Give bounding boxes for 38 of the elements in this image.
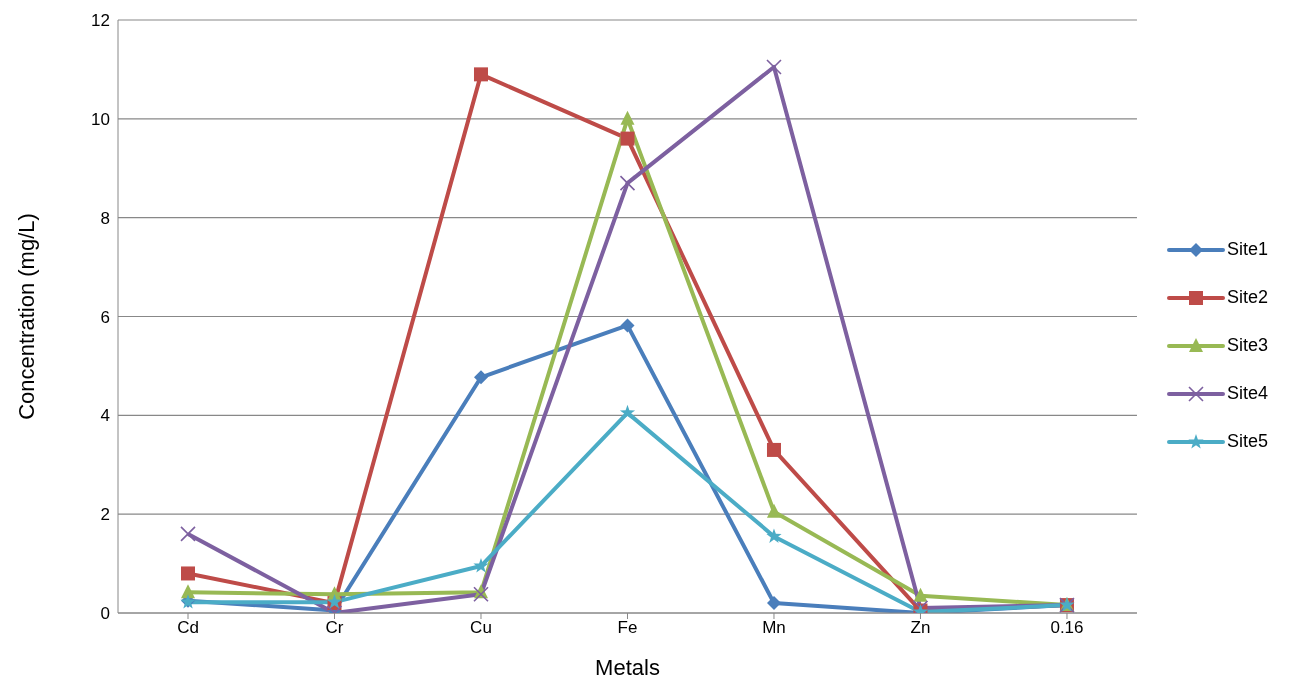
legend-label: Site5 [1226, 431, 1268, 452]
y-tick-label: 12 [91, 11, 110, 31]
point [620, 131, 635, 146]
point [180, 526, 196, 542]
point [473, 558, 489, 573]
y-tick-label: 8 [100, 208, 110, 228]
x-tick-label: Zn [910, 618, 931, 638]
x-tick-label: 0.16 [1050, 618, 1084, 638]
point [620, 110, 635, 125]
legend-label: Site3 [1226, 335, 1268, 356]
y-axis-title: Concentration (mg/L) [13, 213, 39, 420]
point [619, 175, 636, 191]
y-tick-label: 4 [100, 406, 110, 426]
point [181, 584, 195, 599]
y-tick-label: 0 [100, 604, 110, 624]
point [619, 404, 636, 420]
legend-label: Site4 [1226, 383, 1268, 404]
legend-label: Site1 [1226, 239, 1268, 260]
point [473, 586, 489, 603]
point [473, 67, 488, 82]
point [181, 566, 195, 581]
legend-label: Site2 [1226, 287, 1268, 308]
point [766, 528, 782, 543]
point [620, 318, 635, 333]
point [766, 503, 781, 518]
point [913, 587, 928, 602]
y-tick-label: 2 [100, 505, 110, 525]
x-axis-title: Metals [595, 655, 660, 680]
x-tick-label: Cd [177, 618, 199, 638]
point [766, 596, 781, 611]
y-tick-label: 6 [100, 307, 110, 327]
point [766, 442, 781, 457]
x-tick-label: Mn [762, 618, 786, 638]
x-tick-label: Fe [617, 618, 638, 638]
y-tick-label: 10 [91, 109, 110, 129]
point [473, 370, 488, 385]
x-tick-label: Cu [470, 618, 492, 638]
x-tick-label: Cr [325, 618, 344, 638]
